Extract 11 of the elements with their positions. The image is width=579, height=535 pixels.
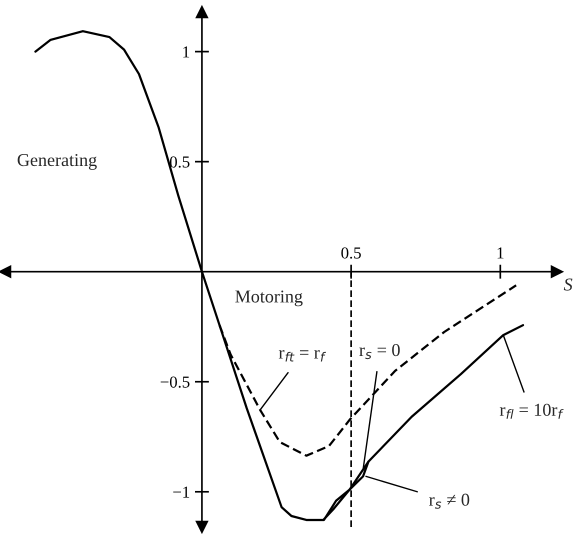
- annotation: r$_{ft}$ = r$_{f}$: [278, 350, 326, 362]
- annotation: Motoring: [235, 290, 303, 306]
- annotation: r$_{fl}$ = 10r$_{f}$: [500, 404, 564, 419]
- x-axis-title: S: [564, 278, 572, 291]
- annotation: r$_{s}$ ≠ 0: [429, 494, 470, 509]
- y-tick-label: −0.5: [160, 376, 190, 388]
- y-tick-label: 1: [183, 46, 190, 58]
- annotation: r$_{s}$ = 0: [359, 344, 400, 360]
- y-tick-label: −1: [173, 486, 190, 498]
- y-tick-label: 0.5: [170, 156, 190, 168]
- annotation: Generating: [18, 154, 97, 170]
